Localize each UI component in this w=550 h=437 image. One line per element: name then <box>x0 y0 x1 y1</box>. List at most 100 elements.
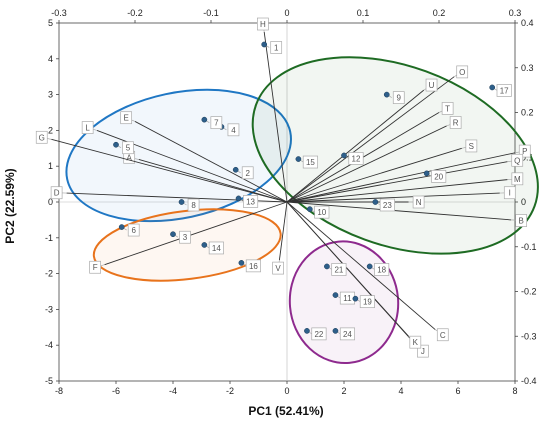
loading-line-O <box>286 76 455 203</box>
label-text: G <box>39 133 45 142</box>
loading-line-H <box>263 31 288 203</box>
y2-tick-label: 0.2 <box>521 108 534 118</box>
label-text: 11 <box>343 294 352 303</box>
label-text: D <box>54 189 60 198</box>
loading-label-O: O <box>456 65 469 79</box>
x-tick-label: 0 <box>284 386 289 396</box>
loading-vectors: A B C D E F G H I JK L M N O PQ R S T U V <box>35 17 531 358</box>
loading-label-K: K <box>409 335 422 349</box>
label-box <box>241 166 254 180</box>
label-box <box>348 152 364 165</box>
label-text: 20 <box>434 172 443 181</box>
label-box <box>441 102 454 115</box>
label-text: 14 <box>212 244 221 253</box>
label-box <box>272 261 284 275</box>
loading-label-S: S <box>465 139 478 153</box>
label-text: I <box>509 189 511 198</box>
label-text: M <box>514 175 521 184</box>
label-text: 18 <box>377 265 386 274</box>
label-text: U <box>429 81 435 90</box>
score-point-23 <box>372 199 379 205</box>
score-label-16: 16 <box>245 259 261 273</box>
x-tick-label: 6 <box>455 386 460 396</box>
y2-tick-label: -0.2 <box>521 287 537 297</box>
score-point-16 <box>238 260 245 266</box>
y-tick-label: -5 <box>45 376 53 386</box>
x-axis-title: PC1 (52.41%) <box>248 404 323 418</box>
label-text: 21 <box>334 265 343 274</box>
y-tick-label: -4 <box>45 340 53 350</box>
loading-label-T: T <box>441 102 454 115</box>
label-box <box>449 116 462 129</box>
score-label-12: 12 <box>348 152 364 165</box>
loading-line-R <box>286 125 447 203</box>
label-box <box>518 144 531 158</box>
x2-tick-label: 0.2 <box>433 8 446 18</box>
label-box <box>187 198 200 212</box>
score-label-24: 24 <box>339 327 355 341</box>
y-tick-label: 1 <box>48 161 53 171</box>
label-box <box>409 335 422 349</box>
label-box <box>511 153 524 167</box>
score-point-15 <box>295 156 302 162</box>
score-label-9: 9 <box>392 91 405 104</box>
label-box <box>331 263 347 276</box>
y-axis-title: PC2 (22.59%) <box>3 168 17 243</box>
loading-line-P <box>286 152 516 203</box>
label-box <box>412 195 425 209</box>
score-label-1: 1 <box>270 41 283 54</box>
label-text: T <box>445 104 450 113</box>
loading-label-I: I <box>503 186 516 200</box>
label-text: 16 <box>249 262 258 271</box>
loading-line-C <box>286 201 436 330</box>
loading-label-V: V <box>272 261 284 275</box>
label-text: 13 <box>246 197 255 206</box>
y2-tick-label: 0.3 <box>521 63 534 73</box>
label-box <box>127 223 140 237</box>
label-box <box>302 155 318 169</box>
label-box <box>311 327 327 341</box>
label-text: 6 <box>131 226 136 235</box>
y2-tick-label: 0 <box>521 197 526 207</box>
loading-line-F <box>104 201 288 266</box>
loading-label-B: B <box>515 214 528 227</box>
score-point-19 <box>352 295 359 302</box>
loading-label-G: G <box>35 130 48 144</box>
label-box <box>314 205 330 219</box>
score-label-6: 6 <box>127 223 140 237</box>
loading-label-R: R <box>449 116 462 129</box>
label-text: C <box>440 331 446 340</box>
loading-label-J: J <box>417 344 429 358</box>
loading-line-Q <box>286 161 508 203</box>
score-label-22: 22 <box>311 327 327 341</box>
loading-label-E: E <box>120 111 133 125</box>
loading-line-I <box>286 192 500 203</box>
label-text: 3 <box>183 233 188 242</box>
loading-label-N: N <box>412 195 425 209</box>
label-box <box>359 295 375 309</box>
label-box <box>456 65 469 79</box>
y-tick-label: 4 <box>48 54 53 64</box>
label-text: 8 <box>191 201 196 210</box>
label-box <box>120 111 133 125</box>
label-box <box>496 84 512 97</box>
x2-tick-label: -0.1 <box>203 8 219 18</box>
loading-label-F: F <box>89 260 101 274</box>
label-text: 19 <box>363 298 372 307</box>
label-text: 7 <box>214 119 219 128</box>
score-label-4: 4 <box>227 123 240 137</box>
label-box <box>243 195 259 208</box>
x-tick-label: 4 <box>398 386 403 396</box>
score-point-10 <box>306 206 313 213</box>
loading-line-S <box>286 147 462 203</box>
score-label-10: 10 <box>314 205 330 219</box>
label-text: N <box>416 198 422 207</box>
label-box <box>210 116 223 130</box>
x-tick-label: -6 <box>112 386 120 396</box>
score-point-24 <box>332 328 339 334</box>
x2-tick-label: -0.2 <box>127 8 143 18</box>
label-text: 17 <box>500 86 509 95</box>
